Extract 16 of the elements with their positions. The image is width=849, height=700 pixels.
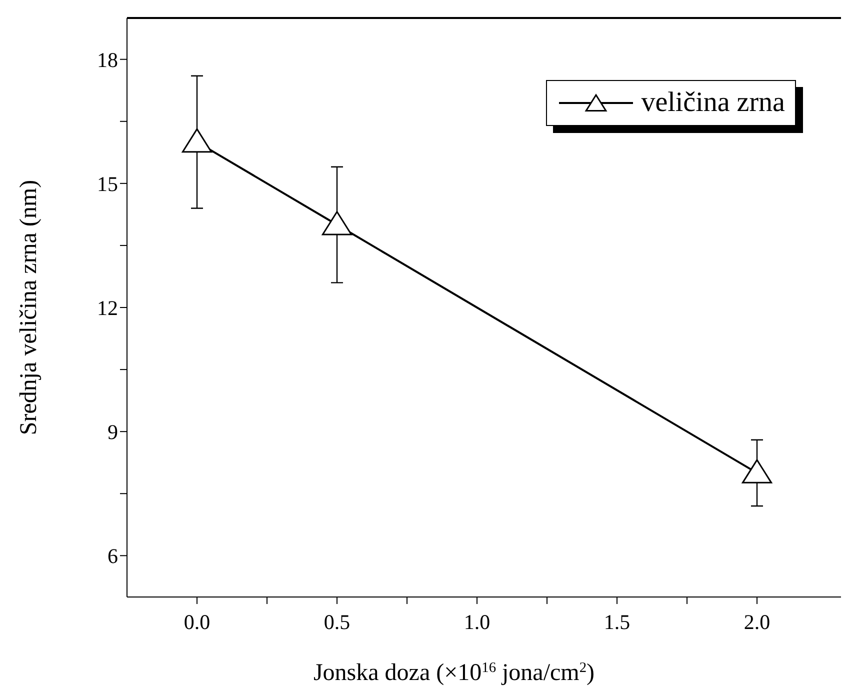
y-tick-label: 6 xyxy=(108,544,118,568)
x-tick-label: 2.0 xyxy=(744,610,770,634)
x-tick-label: 0.5 xyxy=(324,610,350,634)
x-tick-label: 1.0 xyxy=(464,610,490,634)
legend-label: veličina zrna xyxy=(641,87,785,119)
y-tick-label: 12 xyxy=(97,296,118,320)
point xyxy=(182,128,212,153)
point xyxy=(322,211,352,236)
y-tick-label: 15 xyxy=(97,172,118,196)
y-tick-label: 9 xyxy=(108,420,118,444)
x-tick-label: 0.0 xyxy=(184,610,210,634)
y-axis-title: Srednja veličina zrna (nm) xyxy=(16,180,42,436)
x-axis-title: Jonska doza (×10$^{16}$ jona/cm$^{2}$) xyxy=(313,660,595,686)
y-tick-label: 18 xyxy=(97,48,118,72)
point xyxy=(742,459,772,484)
x-tick-label: 1.5 xyxy=(604,610,630,634)
